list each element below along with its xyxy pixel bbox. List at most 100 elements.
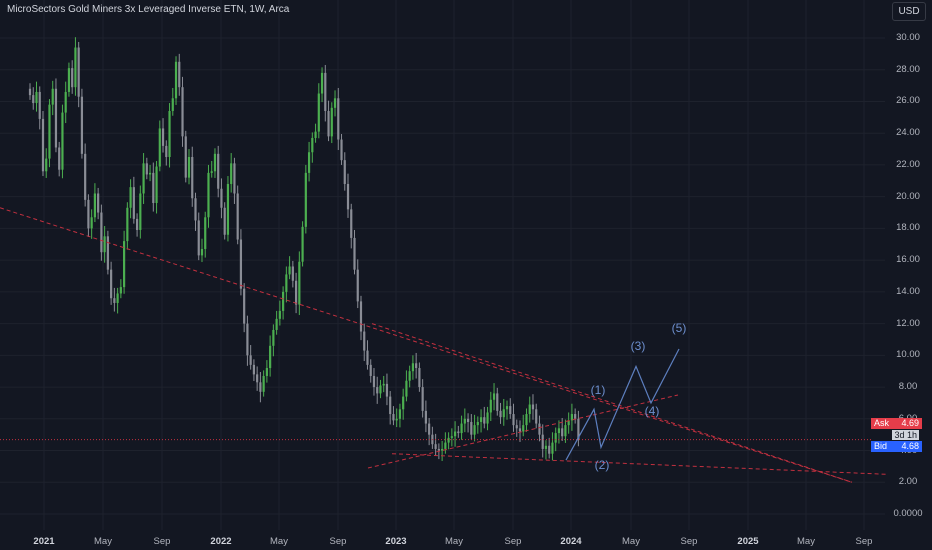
candle-body xyxy=(379,385,382,394)
price-tick-label: 8.00 xyxy=(898,381,918,393)
candle-body xyxy=(106,236,109,270)
candle-body xyxy=(184,136,187,178)
candle-body xyxy=(142,163,145,194)
price-tick-label: 22.00 xyxy=(896,158,920,170)
trendline-long-term xyxy=(0,207,853,483)
wave-label: (4) xyxy=(644,403,660,418)
candle-body xyxy=(32,95,35,104)
bid-label: Bid xyxy=(874,441,888,451)
candle-body xyxy=(460,423,463,434)
time-tick-label: 2022 xyxy=(210,536,232,547)
candle-body xyxy=(110,269,113,299)
candle-body xyxy=(340,139,343,161)
candle-body xyxy=(220,188,223,208)
candle-body xyxy=(139,193,142,230)
candle-body xyxy=(457,431,460,434)
candle-body xyxy=(369,364,372,376)
candle-body xyxy=(278,310,281,319)
candle-body xyxy=(548,445,551,454)
time-tick-label: May xyxy=(270,536,288,547)
candle-body xyxy=(499,410,502,418)
ask-label: Ask xyxy=(874,418,890,428)
candle-body xyxy=(372,375,376,388)
candle-body xyxy=(204,217,207,250)
candle-body xyxy=(298,261,301,305)
candle-body xyxy=(577,418,580,440)
candle-body xyxy=(217,153,220,189)
candle-body xyxy=(87,199,90,229)
candle-body xyxy=(528,404,531,415)
candle-body xyxy=(476,421,479,426)
wave-label: (5) xyxy=(671,321,687,336)
candle-body xyxy=(541,434,544,449)
candle-body xyxy=(97,193,100,213)
candle-body xyxy=(311,137,314,153)
candle-body xyxy=(421,387,424,411)
candle-body xyxy=(294,280,298,305)
elliott-wave-path xyxy=(565,348,680,461)
candle-body xyxy=(496,393,499,411)
time-tick-label: Sep xyxy=(329,536,347,547)
candle-body xyxy=(320,72,324,94)
candle-body xyxy=(356,269,359,302)
candle-body xyxy=(561,428,564,437)
candle-body xyxy=(389,396,392,415)
price-tick-label: 12.00 xyxy=(896,317,920,329)
time-tick-label: Sep xyxy=(504,536,522,547)
candle-body xyxy=(103,236,106,253)
candle-body xyxy=(187,157,191,178)
candle-body xyxy=(80,96,84,154)
candle-body xyxy=(155,166,158,204)
candle-body xyxy=(145,163,148,175)
candle-body xyxy=(178,61,181,88)
candle-body xyxy=(256,374,259,383)
trendline-resistance xyxy=(371,323,853,483)
candle-body xyxy=(444,442,447,449)
candle-body xyxy=(45,158,48,172)
wave-label: (3) xyxy=(630,338,646,353)
candle-body xyxy=(288,266,291,275)
price-tick-label: 2.00 xyxy=(898,476,918,488)
candle-body xyxy=(314,131,317,138)
candle-body xyxy=(366,350,369,365)
candle-body xyxy=(512,414,515,426)
candle-body xyxy=(489,399,492,413)
candle-body xyxy=(158,128,161,167)
candle-body xyxy=(197,220,200,256)
candle-body xyxy=(236,193,239,240)
candle-body xyxy=(551,442,554,454)
bid-tag: Bid 4.68 xyxy=(871,441,922,452)
currency-button[interactable]: USD xyxy=(892,2,926,21)
candle-body xyxy=(567,420,570,426)
candle-body xyxy=(207,172,210,218)
drawing-overlays xyxy=(0,207,889,483)
candle-body xyxy=(58,147,61,170)
candle-body xyxy=(171,98,174,111)
time-tick-label: May xyxy=(797,536,815,547)
candle-body xyxy=(51,88,54,105)
candle-body xyxy=(317,93,320,132)
candle-body xyxy=(346,183,350,210)
wave-label: (2) xyxy=(594,457,610,472)
candle-body xyxy=(174,61,178,99)
candle-body xyxy=(330,107,333,137)
candle-body xyxy=(74,47,77,88)
candle-body xyxy=(275,318,278,330)
candle-body xyxy=(126,207,129,242)
candle-body xyxy=(486,412,489,424)
time-tick-label: May xyxy=(622,536,640,547)
candle-body xyxy=(447,437,450,443)
candle-body xyxy=(518,428,522,432)
candle-body xyxy=(343,160,346,184)
time-tick-label: 2024 xyxy=(560,536,582,547)
trendline-flat-support xyxy=(391,453,889,475)
candle-body xyxy=(93,193,96,218)
candle-body xyxy=(84,153,87,200)
price-tick-label: 24.00 xyxy=(896,127,920,139)
candle-body xyxy=(544,445,548,449)
candle-body xyxy=(479,417,483,422)
candle-body xyxy=(428,423,431,435)
candle-body xyxy=(148,172,152,175)
candle-body xyxy=(285,274,288,292)
